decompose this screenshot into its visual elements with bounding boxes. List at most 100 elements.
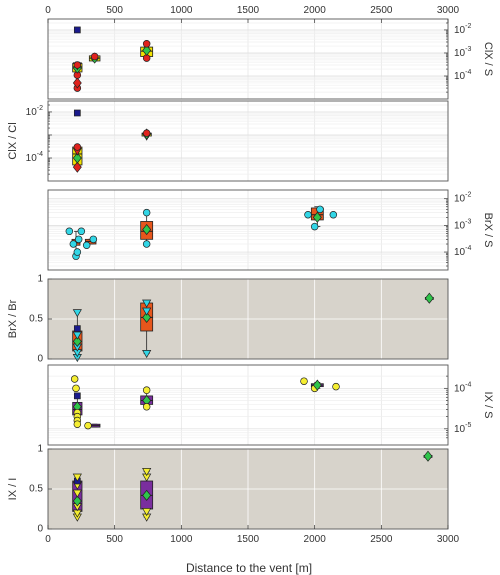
data-point-triangle-down (72, 331, 82, 340)
data-point-triangle-down (142, 307, 152, 316)
y-tick-label: 10-4 (26, 151, 43, 164)
data-point-diamond (312, 379, 322, 391)
data-point-square (73, 26, 81, 34)
x-tick-label-bottom: 1500 (237, 534, 260, 545)
data-point-circle (310, 222, 319, 231)
y-tick-label: 0 (37, 354, 43, 365)
y-tick-label: 0.5 (29, 314, 43, 325)
x-tick-label-top: 1000 (170, 5, 193, 16)
y-tick-label: 10-2 (26, 105, 43, 118)
y-axis-label: IX / S (482, 392, 494, 419)
x-tick-label-top: 0 (45, 5, 51, 16)
data-point-diamond (142, 311, 152, 323)
data-point-triangle-down (142, 508, 152, 517)
x-tick-label-bottom: 3000 (437, 534, 460, 545)
data-point-diamond (72, 152, 82, 164)
data-point-diamond (72, 495, 82, 507)
y-tick-label: 10-3 (454, 46, 471, 59)
data-point-diamond (142, 223, 152, 236)
data-point-circle (300, 377, 308, 385)
panel-p1: 10-4 10-3 10-2 ClX / S (47, 18, 494, 100)
y-tick-label: 1 (37, 274, 43, 285)
panel-frame (47, 100, 449, 182)
data-point-square (73, 109, 81, 117)
data-point-circle (73, 420, 82, 428)
x-axis-label: Distance to the vent [m] (186, 561, 312, 575)
data-point-diamond (424, 292, 434, 304)
x-tick-label-bottom: 2500 (370, 534, 393, 545)
x-tick-label-bottom: 0 (45, 534, 51, 545)
x-tick-label-top: 1500 (237, 5, 260, 16)
data-point-square (73, 392, 81, 400)
y-axis-label: ClX / S (482, 42, 494, 76)
x-tick-label-top: 3000 (437, 5, 460, 16)
x-tick-label-top: 2000 (304, 5, 327, 16)
y-tick-label: 10-2 (454, 192, 471, 205)
x-tick-label-bottom: 2000 (304, 534, 327, 545)
data-point-circle (74, 235, 83, 244)
data-point-circle (316, 205, 324, 214)
data-point-diamond (312, 211, 322, 223)
y-tick-label: 10-3 (454, 218, 471, 231)
panel-frame (47, 364, 449, 446)
data-point-circle (69, 240, 78, 248)
y-tick-label: 1 (37, 444, 43, 455)
data-point-triangle-down (72, 489, 82, 498)
data-point-circle (73, 61, 82, 69)
data-point-circle (65, 227, 74, 236)
data-point-circle (73, 143, 82, 151)
data-point-square (73, 325, 81, 332)
y-tick-label: 0 (37, 524, 43, 535)
data-point-diamond (142, 489, 152, 501)
data-point-circle (332, 382, 340, 391)
data-point-circle (142, 386, 151, 394)
y-axis-label: BrX / Br (7, 299, 19, 338)
data-point-triangle-down (72, 309, 82, 318)
data-point-circle (142, 40, 151, 48)
panel-p4: 0 0.5 1 BrX / Br (7, 274, 449, 365)
x-tick-label-bottom: 1000 (170, 534, 193, 545)
data-point-triangle-down (142, 468, 152, 477)
panel-p2: 10-4 10-2 ClX / Cl (7, 100, 449, 182)
data-point-circle (304, 211, 312, 219)
y-axis-label: BrX / S (482, 213, 494, 248)
data-point-circle (142, 129, 151, 137)
data-point-circle (82, 241, 91, 249)
data-point-diamond (423, 450, 433, 462)
x-tick-label-top: 2500 (370, 5, 393, 16)
data-point-triangle-down (142, 350, 152, 359)
panel-frame (47, 189, 449, 271)
data-point-triangle-down (142, 299, 152, 308)
data-point-diamond (142, 44, 152, 56)
data-point-circle (72, 384, 80, 393)
data-point-diamond (72, 77, 82, 89)
y-axis-label: IX / I (7, 478, 19, 501)
y-tick-label: 10-4 (454, 69, 471, 82)
y-tick-label: 10-4 (454, 381, 471, 394)
data-point-circle (90, 52, 99, 61)
bottom-x-axis: 0 500 1000 1500 2000 2500 3000 (45, 525, 460, 545)
y-tick-label: 10-5 (454, 422, 471, 435)
y-tick-label: 10-2 (454, 23, 471, 36)
data-point-circle (73, 248, 82, 256)
x-tick-label-bottom: 500 (106, 534, 123, 545)
data-point-triangle-down (72, 473, 82, 482)
panel-p3: 10-4 10-3 10-2 BrX / S (47, 189, 494, 271)
data-point-circle (84, 421, 92, 430)
data-point-circle (142, 208, 151, 217)
data-point-circle (77, 227, 86, 236)
data-point-circle (329, 211, 338, 219)
data-point-circle (70, 375, 79, 383)
data-point-diamond (72, 335, 82, 347)
top-x-axis: 0 500 1000 1500 2000 2500 3000 (45, 5, 460, 23)
data-point-diamond (72, 161, 82, 173)
data-point-circle (89, 235, 98, 244)
x-tick-label-top: 500 (106, 5, 123, 16)
y-tick-label: 0.5 (29, 484, 43, 495)
panel-p6: 0 0.5 1 IX / I (7, 444, 449, 535)
y-tick-label: 10-4 (454, 245, 471, 258)
data-point-circle (142, 403, 151, 411)
data-point-circle (142, 240, 151, 248)
